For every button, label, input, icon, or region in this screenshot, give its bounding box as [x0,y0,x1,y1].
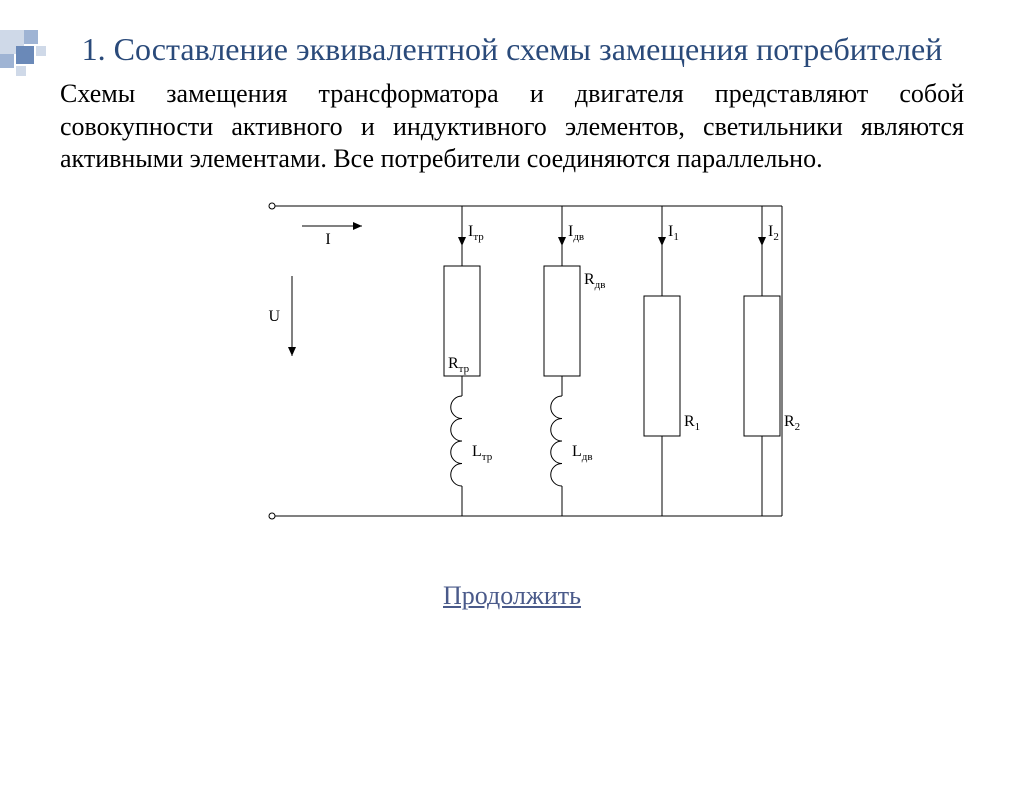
paragraph-text: Схемы замещения трансформатора и двигате… [60,78,964,176]
continue-link-container: Продолжить [0,581,1024,611]
svg-text:I1: I1 [668,223,679,243]
page-title: 1. Составление эквивалентной схемы замещ… [60,30,964,68]
svg-text:R1: R1 [684,413,700,433]
svg-text:Iдв: Iдв [568,223,584,243]
svg-text:Rтр: Rтр [448,355,470,375]
circuit-diagram: I U Iтр Rтр Lтр Iдв Rдв Lдв I1 R1 I2 R2 [202,186,822,546]
svg-text:U: U [268,308,280,325]
svg-text:Lдв: Lдв [572,443,593,463]
svg-text:R2: R2 [784,413,800,433]
circuit-diagram-container: I U Iтр Rтр Lтр Iдв Rдв Lдв I1 R1 I2 R2 [0,186,1024,551]
continue-link[interactable]: Продолжить [443,581,581,610]
corner-decoration [0,30,60,90]
svg-text:I2: I2 [768,223,779,243]
svg-text:Iтр: Iтр [468,223,484,243]
svg-text:Rдв: Rдв [584,271,605,291]
svg-text:Lтр: Lтр [472,443,493,463]
svg-text:I: I [325,231,330,248]
